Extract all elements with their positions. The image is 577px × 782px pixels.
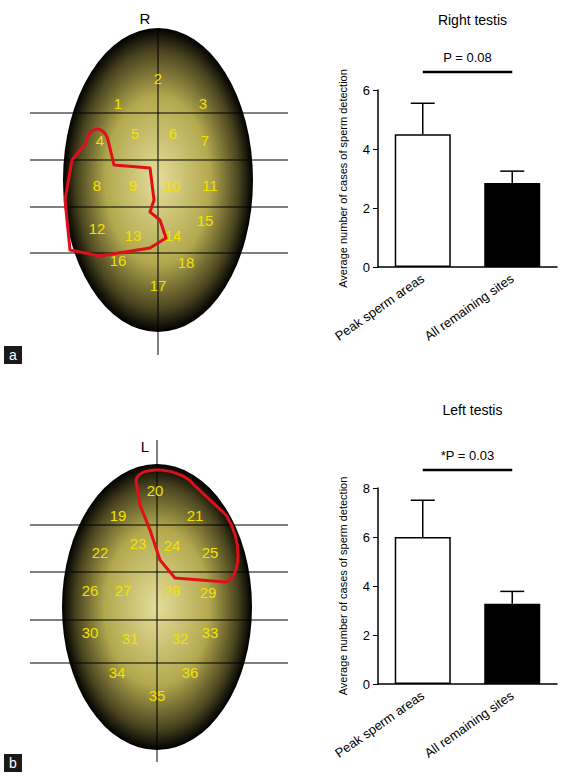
svg-text:All remaining sites: All remaining sites [422, 271, 517, 344]
svg-text:2: 2 [363, 201, 370, 216]
svg-text:32: 32 [172, 630, 189, 647]
svg-text:28: 28 [164, 582, 181, 599]
svg-text:31: 31 [122, 630, 139, 647]
svg-text:30: 30 [82, 624, 99, 641]
svg-text:1: 1 [114, 95, 122, 112]
svg-text:4: 4 [363, 142, 370, 157]
svg-text:8: 8 [363, 481, 370, 496]
svg-text:12: 12 [89, 220, 106, 237]
svg-text:Left testis: Left testis [443, 402, 503, 418]
svg-text:9: 9 [129, 177, 137, 194]
svg-text:14: 14 [165, 227, 182, 244]
svg-text:36: 36 [182, 664, 199, 681]
svg-text:6: 6 [363, 83, 370, 98]
svg-text:8: 8 [93, 177, 101, 194]
svg-text:20: 20 [147, 482, 164, 499]
svg-text:34: 34 [109, 664, 126, 681]
svg-text:35: 35 [149, 687, 166, 704]
svg-text:13: 13 [125, 227, 142, 244]
svg-text:3: 3 [199, 95, 207, 112]
svg-text:24: 24 [164, 537, 181, 554]
svg-text:2: 2 [363, 628, 370, 643]
svg-text:6: 6 [363, 530, 370, 545]
svg-text:29: 29 [200, 584, 217, 601]
svg-text:Average number of cases of spe: Average number of cases of sperm detecti… [337, 477, 349, 696]
svg-text:*P = 0.03: *P = 0.03 [441, 448, 495, 463]
svg-text:P = 0.08: P = 0.08 [443, 50, 492, 65]
svg-text:16: 16 [109, 251, 127, 269]
svg-text:15: 15 [197, 212, 214, 229]
svg-text:22: 22 [92, 544, 109, 561]
svg-text:17: 17 [150, 277, 167, 294]
svg-text:All remaining sites: All remaining sites [422, 688, 517, 761]
svg-text:18: 18 [178, 254, 195, 271]
svg-text:11: 11 [202, 177, 218, 194]
svg-text:19: 19 [110, 507, 127, 524]
svg-text:26: 26 [82, 582, 99, 599]
svg-text:10: 10 [164, 177, 181, 194]
svg-text:6: 6 [169, 125, 177, 142]
svg-text:Peak sperm areas: Peak sperm areas [332, 688, 427, 761]
svg-text:7: 7 [201, 132, 209, 149]
svg-text:27: 27 [115, 582, 132, 599]
svg-text:21: 21 [187, 507, 204, 524]
svg-text:Right testis: Right testis [438, 12, 507, 28]
svg-text:4: 4 [363, 579, 370, 594]
svg-text:L: L [141, 438, 149, 455]
svg-text:2: 2 [154, 70, 162, 87]
svg-text:0: 0 [363, 677, 370, 692]
svg-text:Peak sperm areas: Peak sperm areas [332, 271, 427, 344]
svg-text:33: 33 [202, 624, 219, 641]
svg-text:R: R [140, 10, 151, 27]
svg-text:4: 4 [96, 132, 104, 149]
svg-text:0: 0 [363, 260, 370, 275]
svg-text:5: 5 [131, 125, 139, 142]
svg-text:25: 25 [202, 544, 219, 561]
svg-text:23: 23 [130, 535, 147, 552]
svg-text:b: b [9, 755, 17, 771]
svg-text:a: a [9, 347, 17, 363]
svg-text:Average number of cases of spe: Average number of cases of sperm detecti… [337, 69, 349, 288]
